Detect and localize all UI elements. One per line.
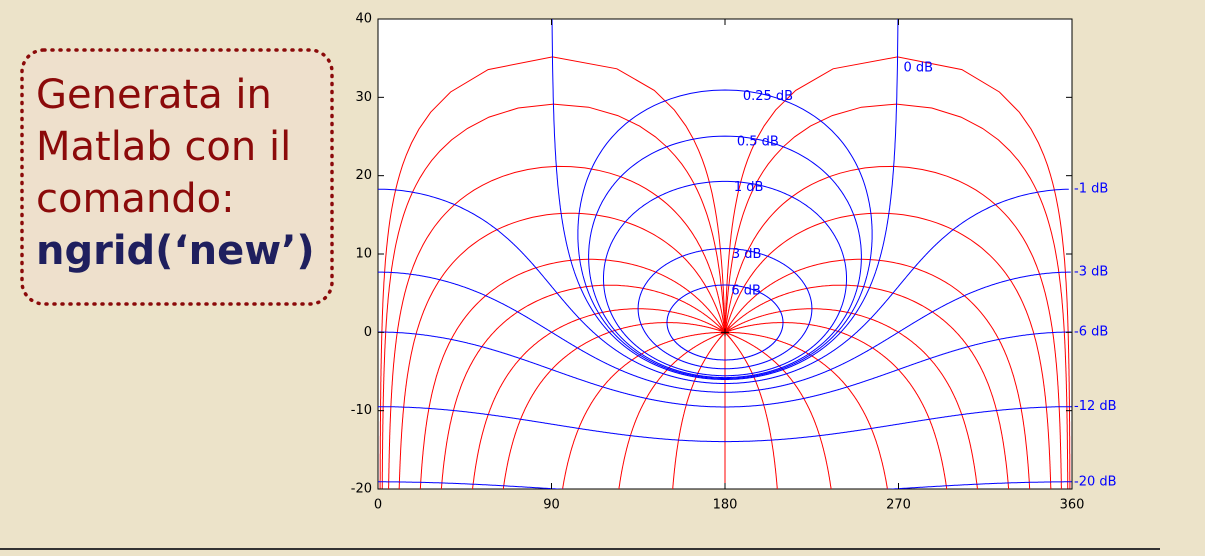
y-tick-label: 10 xyxy=(355,247,372,262)
m-contour xyxy=(603,180,847,377)
phase-contour xyxy=(440,284,726,489)
callout-command: ngrid(‘new’) xyxy=(36,228,315,274)
m-contour xyxy=(378,331,1072,408)
y-tick-label: 0 xyxy=(364,325,372,340)
curves xyxy=(378,19,1072,489)
phase-contour xyxy=(562,331,725,489)
m-contour-label: 3 dB xyxy=(732,247,762,262)
phase-contour xyxy=(724,284,1010,489)
phase-contour xyxy=(502,322,726,489)
m-contour-label: -12 dB xyxy=(1074,399,1117,414)
phase-contour xyxy=(724,322,948,489)
critical-point xyxy=(721,328,729,337)
phase-contour xyxy=(724,56,1071,489)
phase-contour xyxy=(724,331,832,489)
phase-contour xyxy=(388,165,726,489)
callout-line: Matlab con il xyxy=(36,124,291,170)
phase-contour xyxy=(724,103,1069,489)
m-contour-label: 0 dB xyxy=(903,61,933,76)
y-tick-label: 20 xyxy=(355,168,372,183)
x-tick-label: 0 xyxy=(374,498,382,513)
m-contour-label: 6 dB xyxy=(731,284,761,299)
callout-line: comando: xyxy=(36,176,235,222)
m-contour xyxy=(577,89,873,379)
m-contour-label: 0.5 dB xyxy=(737,135,779,150)
y-tick-label: -10 xyxy=(351,403,372,418)
phase-contour xyxy=(724,212,1052,489)
phase-contour xyxy=(724,332,778,489)
phase-contour xyxy=(398,212,726,489)
m-contour-label: 0.25 dB xyxy=(743,89,793,104)
x-tick-label: 270 xyxy=(886,498,911,513)
m-contour xyxy=(588,135,862,379)
phase-contour xyxy=(618,331,726,489)
m-contour xyxy=(378,188,1069,384)
y-tick-label: -20 xyxy=(351,482,372,497)
phase-contour xyxy=(724,258,1031,489)
m-contour xyxy=(637,248,813,370)
m-contour xyxy=(378,481,1072,489)
phase-contour xyxy=(724,165,1062,489)
phase-contour xyxy=(672,332,726,489)
phase-contour xyxy=(379,56,726,489)
x-tick-label: 90 xyxy=(543,498,560,513)
m-contour-label: -6 dB xyxy=(1074,325,1108,340)
m-contour xyxy=(666,284,784,361)
callout-line: Generata in xyxy=(36,72,272,118)
m-contour-label: -3 dB xyxy=(1074,265,1108,280)
y-tick-label: 30 xyxy=(355,90,372,105)
callout-box xyxy=(20,48,334,306)
x-tick-label: 360 xyxy=(1060,498,1085,513)
m-contour-label: 1 dB xyxy=(734,180,764,195)
m-contour xyxy=(378,406,1072,443)
m-contour-label: -20 dB xyxy=(1074,474,1117,489)
phase-contour xyxy=(472,308,726,489)
m-contour xyxy=(551,19,899,380)
phase-contour xyxy=(725,331,888,489)
m-contour xyxy=(378,271,1071,393)
phase-contour xyxy=(419,258,726,489)
phase-contour xyxy=(724,308,978,489)
x-tick-label: 180 xyxy=(713,498,738,513)
m-contour-label: -1 dB xyxy=(1074,182,1108,197)
y-tick-label: 40 xyxy=(355,12,372,27)
